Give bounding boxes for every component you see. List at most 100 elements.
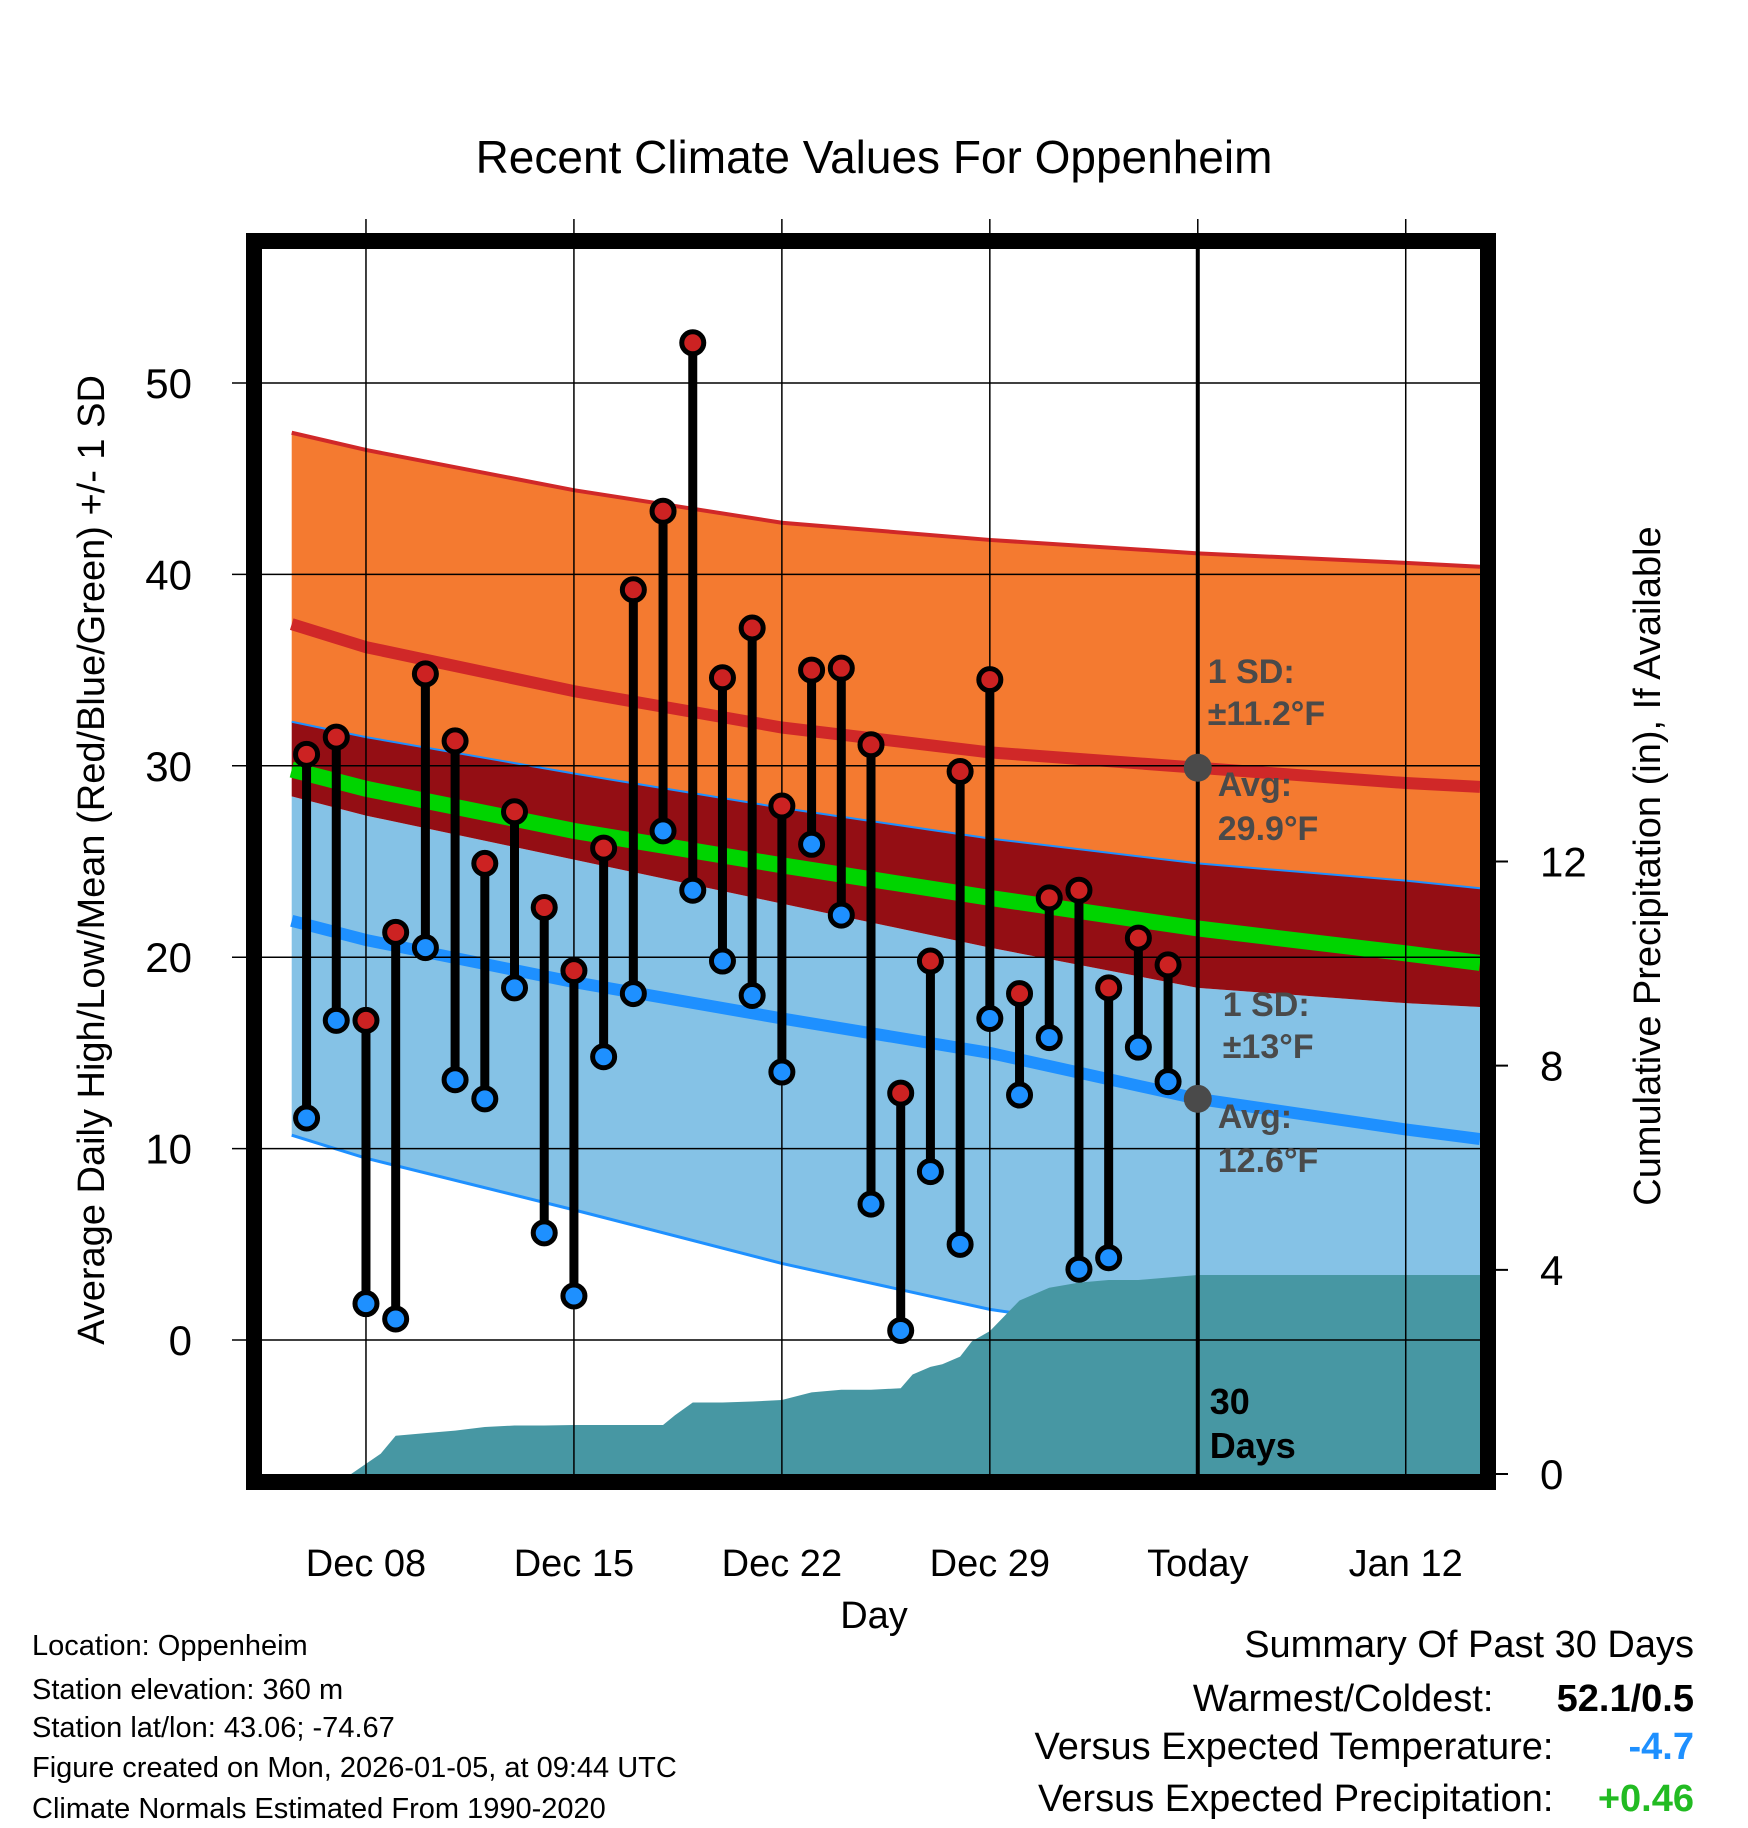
y-tick-label: 0 (169, 1317, 192, 1364)
high-sd-band (291, 432, 1480, 889)
summary-title-text: Summary Of Past 30 Days (1244, 1624, 1694, 1666)
low-marker (976, 1004, 1004, 1032)
low-marker (441, 1066, 469, 1094)
low-marker (590, 1043, 618, 1071)
high-marker (1095, 974, 1123, 1002)
high-marker (679, 329, 707, 357)
plot-content (262, 249, 1480, 1474)
info-latlon: Station lat/lon: 43.06; -74.67 (32, 1712, 395, 1744)
today-days-number: 30 (1210, 1381, 1250, 1422)
low-marker (649, 817, 677, 845)
y2-tick-label: 0 (1540, 1451, 1563, 1498)
low-sd-value: ±13°F (1223, 1028, 1314, 1066)
low-sd-band (291, 796, 1480, 1341)
low-marker (1124, 1033, 1152, 1061)
high-marker (352, 1006, 380, 1034)
low-marker (887, 1316, 915, 1344)
low-marker (411, 934, 439, 962)
high-marker (1124, 924, 1152, 952)
high-marker (916, 947, 944, 975)
x-tick-label: Jan 12 (1349, 1543, 1463, 1585)
high-upper-sd-line (291, 430, 1480, 569)
high-avg-label: Avg: (1218, 766, 1292, 804)
today-low-avg-marker (1183, 1084, 1212, 1113)
high-marker (590, 834, 618, 862)
low-marker (798, 830, 826, 858)
high-marker (501, 798, 529, 826)
summary-precipitation: Versus Expected Precipitation: +0.46 (1038, 1780, 1694, 1818)
versus-temp-label: Versus Expected Temperature: (1034, 1726, 1554, 1768)
low-marker (708, 947, 736, 975)
high-marker (1006, 980, 1034, 1008)
plot-frame (246, 233, 1496, 1490)
x-tick-label: Dec 29 (930, 1543, 1050, 1585)
precipitation-area (262, 1274, 1480, 1474)
high-marker (887, 1079, 915, 1107)
summary-warmest-coldest: Warmest/Coldest: 52.1/0.5 (1193, 1680, 1694, 1718)
high-sd-value: ±11.2°F (1208, 695, 1325, 733)
low-normal-line (290, 915, 1480, 1145)
low-marker (1154, 1068, 1182, 1096)
low-marker (352, 1290, 380, 1318)
high-marker (411, 660, 439, 688)
high-marker (293, 740, 321, 768)
high-marker (530, 893, 558, 921)
low-marker (1006, 1081, 1034, 1109)
high-marker (441, 727, 469, 755)
y2-tick-label: 12 (1540, 839, 1587, 886)
high-marker (619, 576, 647, 604)
x-tick-label: Dec 08 (306, 1543, 426, 1585)
high-marker (322, 723, 350, 751)
high-marker (738, 614, 766, 642)
versus-precip-label: Versus Expected Precipitation: (1038, 1778, 1554, 1820)
today-days-label: Days (1210, 1425, 1296, 1466)
y2-tick-label: 4 (1540, 1247, 1563, 1294)
high-marker (649, 497, 677, 525)
low-marker (293, 1104, 321, 1132)
overlap-band (291, 721, 1480, 1007)
warmest-coldest-value: 52.1/0.5 (1556, 1678, 1694, 1720)
low-marker (946, 1230, 974, 1258)
high-marker (560, 957, 588, 985)
high-marker (798, 656, 826, 684)
high-lower-sd-line (291, 720, 1480, 890)
low-marker (1095, 1244, 1123, 1272)
x-axis-label: Day (840, 1595, 908, 1637)
low-marker (768, 1058, 796, 1086)
high-marker (857, 731, 885, 759)
low-marker (560, 1282, 588, 1310)
low-marker (382, 1305, 410, 1333)
info-normals: Climate Normals Estimated From 1990-2020 (32, 1793, 606, 1825)
high-marker (768, 792, 796, 820)
low-marker (1035, 1024, 1063, 1052)
info-created: Figure created on Mon, 2026-01-05, at 09… (32, 1752, 677, 1784)
x-tick-label: Today (1147, 1543, 1248, 1585)
low-sd-label: 1 SD: (1223, 986, 1310, 1024)
low-marker (501, 974, 529, 1002)
low-avg-label: Avg: (1218, 1098, 1292, 1136)
high-marker (1065, 876, 1093, 904)
low-marker (619, 980, 647, 1008)
low-marker (857, 1190, 885, 1218)
chart-title: Recent Climate Values For Oppenheim (476, 131, 1273, 183)
y-tick-label: 20 (145, 934, 192, 981)
summary-title: Summary Of Past 30 Days (1244, 1626, 1694, 1664)
info-elevation: Station elevation: 360 m (32, 1674, 344, 1706)
x-tick-label: Dec 22 (722, 1543, 842, 1585)
low-marker (322, 1006, 350, 1034)
summary-temperature: Versus Expected Temperature: -4.7 (1035, 1728, 1694, 1766)
y2-axis-label: Cumulative Precipitation (in), If Availa… (1627, 526, 1669, 1205)
y-tick-label: 40 (145, 551, 192, 598)
today-high-avg-marker (1183, 753, 1212, 782)
low-marker (679, 876, 707, 904)
y-axis-label: Average Daily High/Low/Mean (Red/Blue/Gr… (71, 375, 113, 1345)
low-marker (827, 901, 855, 929)
low-marker (916, 1158, 944, 1186)
low-marker (1065, 1255, 1093, 1283)
high-marker (471, 849, 499, 877)
low-marker (471, 1085, 499, 1113)
high-marker (827, 654, 855, 682)
plot-area: 0 10 20 30 40 50 0 4 8 12 Dec 08 Dec 15 Dec 22 Dec 29… (145, 219, 1587, 1585)
warmest-coldest-label: Warmest/Coldest: (1192, 1678, 1494, 1720)
high-marker (708, 664, 736, 692)
